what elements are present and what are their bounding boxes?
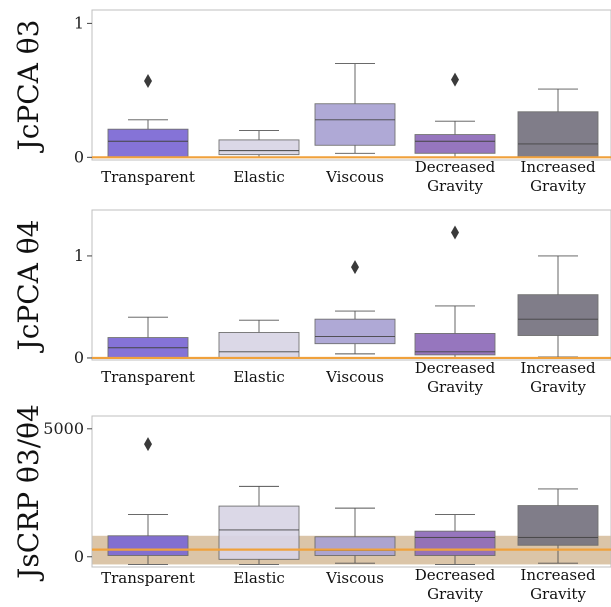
category-label: Increased — [520, 359, 596, 377]
y-axis-label: JcPCA θ3 — [12, 20, 45, 154]
outlier-marker — [144, 73, 152, 88]
box-iqr — [314, 318, 396, 345]
box-iqr — [517, 505, 599, 546]
box-increased-gravity — [517, 488, 599, 564]
box-iqr — [218, 331, 300, 359]
box-iqr — [414, 333, 496, 356]
box-elastic — [218, 130, 300, 158]
chart-panel-1: 0 1 JcPCA θ3 Transparent Elastic Viscous Decre… — [12, 9, 611, 195]
box-iqr — [414, 134, 496, 154]
box-elastic — [218, 485, 300, 565]
box-iqr — [314, 536, 396, 556]
box-iqr — [517, 294, 599, 336]
box-iqr — [218, 505, 300, 560]
plot-frame — [91, 209, 611, 361]
category-label: Increased — [520, 158, 596, 176]
box-iqr — [107, 535, 189, 556]
category-label: Elastic — [233, 569, 285, 587]
category-label: Decreased — [415, 566, 496, 584]
category-label: Gravity — [530, 378, 586, 396]
box-viscous — [314, 63, 396, 154]
box-iqr — [517, 111, 599, 158]
category-label: Increased — [520, 566, 596, 584]
box-decreased-gravity — [414, 72, 496, 158]
category-label: Decreased — [415, 359, 496, 377]
box-iqr — [218, 139, 300, 156]
category-label: Viscous — [325, 168, 384, 186]
y-axis-label: JsCRP θ3/θ4 — [12, 404, 45, 582]
box-viscous — [314, 260, 396, 355]
box-increased-gravity — [517, 255, 599, 358]
box-transparent — [107, 316, 189, 359]
y-tick-label: 1 — [74, 13, 84, 32]
box-increased-gravity — [517, 88, 599, 158]
chart-panel-2: 0 1 JcPCA θ4 Transparent Elastic Viscous Decre… — [12, 209, 611, 396]
outlier-marker — [451, 225, 459, 240]
category-label: Elastic — [233, 168, 285, 186]
box-iqr — [314, 103, 396, 146]
category-label: Viscous — [325, 368, 384, 386]
outlier-marker — [144, 437, 152, 452]
category-label: Elastic — [233, 368, 285, 386]
category-label: Gravity — [530, 585, 586, 603]
y-tick-label: 0 — [74, 348, 84, 367]
y-tick-label: 1 — [74, 246, 84, 265]
outlier-marker — [451, 72, 459, 87]
y-axis-label: JcPCA θ4 — [12, 220, 45, 354]
category-label: Gravity — [427, 378, 483, 396]
category-label: Gravity — [427, 177, 483, 195]
category-label: Decreased — [415, 158, 496, 176]
category-label: Transparent — [101, 168, 195, 186]
category-label: Gravity — [530, 177, 586, 195]
category-label: Viscous — [325, 569, 384, 587]
y-tick-label: 0 — [74, 147, 84, 166]
box-iqr — [107, 128, 189, 158]
box-decreased-gravity — [414, 514, 496, 565]
box-iqr — [414, 530, 496, 556]
box-transparent — [107, 437, 189, 565]
category-label: Transparent — [101, 368, 195, 386]
box-transparent — [107, 73, 189, 158]
plot-frame — [91, 415, 611, 568]
plot-frame — [91, 9, 611, 161]
category-label: Gravity — [427, 585, 483, 603]
category-label: Transparent — [101, 569, 195, 587]
outlier-marker — [351, 260, 359, 275]
y-tick-label: 0 — [74, 547, 84, 566]
y-tick-label: 5000 — [43, 419, 84, 438]
box-elastic — [218, 319, 300, 359]
box-decreased-gravity — [414, 225, 496, 359]
box-viscous — [314, 507, 396, 564]
